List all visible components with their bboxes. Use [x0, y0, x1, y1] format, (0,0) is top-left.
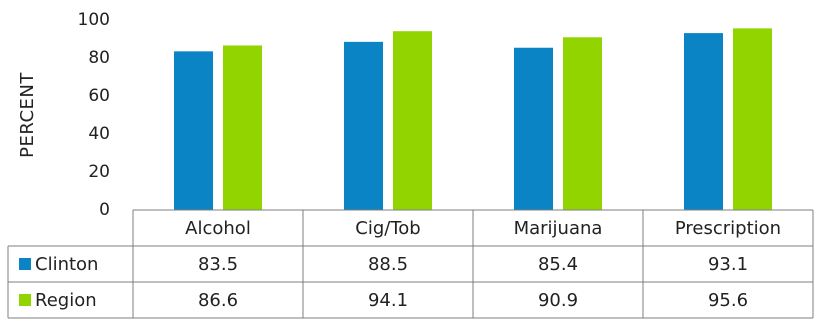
y-tick-label: 0 — [99, 200, 110, 220]
y-tick-label: 40 — [88, 124, 110, 144]
bar-clinton-1 — [344, 41, 383, 210]
y-tick-label: 80 — [88, 48, 110, 68]
bars — [174, 28, 772, 211]
legend-swatch — [19, 258, 31, 270]
bar-clinton-3 — [684, 33, 723, 210]
y-tick-label: 60 — [88, 86, 110, 106]
bar-clinton-2 — [514, 47, 553, 210]
bar-region-3 — [733, 28, 772, 210]
y-axis-label: PERCENT — [17, 72, 38, 158]
data-label: 88.5 — [368, 254, 408, 275]
category-label: Alcohol — [185, 218, 251, 239]
y-tick-label: 100 — [78, 10, 110, 30]
data-label: 86.6 — [198, 290, 238, 311]
data-label: 85.4 — [538, 254, 578, 275]
category-label: Prescription — [675, 218, 781, 239]
data-label: 83.5 — [198, 254, 238, 275]
legend-swatch — [19, 294, 31, 306]
category-label: Marijuana — [514, 218, 603, 239]
bar-region-2 — [563, 37, 602, 210]
data-label: 95.6 — [708, 290, 748, 311]
legend-label: Region — [35, 290, 97, 311]
category-label: Cig/Tob — [355, 218, 420, 239]
data-label: 93.1 — [708, 254, 748, 275]
y-tick-label: 20 — [88, 162, 110, 182]
data-table: Alcohol Cig/Tob Marijuana Prescription Clint… — [7, 209, 814, 319]
data-label: 94.1 — [368, 290, 408, 311]
bar-region-1 — [393, 31, 432, 211]
data-label: 90.9 — [538, 290, 578, 311]
legend-label: Clinton — [35, 254, 98, 275]
y-axis: 0 20 40 60 80 100 — [78, 10, 110, 220]
bar-region-0 — [223, 45, 262, 211]
bar-clinton-0 — [174, 51, 213, 210]
